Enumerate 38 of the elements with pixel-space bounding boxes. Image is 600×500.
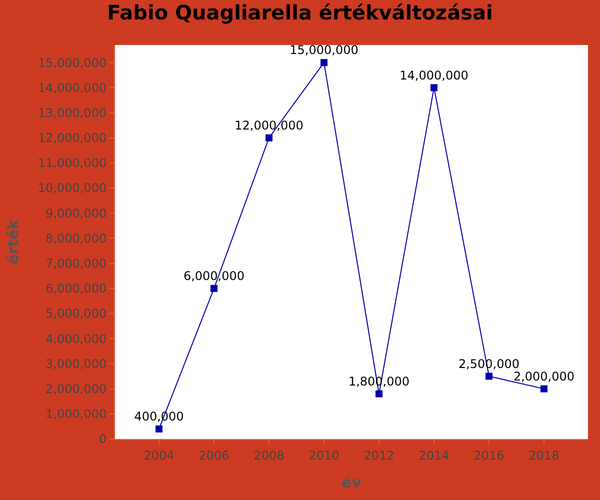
x-tick-label: 2008 bbox=[254, 448, 284, 462]
point bbox=[486, 372, 492, 380]
x-tick-label: 2018 bbox=[528, 448, 560, 462]
y-tick-label: 3,000,000 bbox=[46, 356, 107, 371]
y-tick-label: 4,000,000 bbox=[46, 332, 107, 346]
y-tick-label: 8,000,000 bbox=[46, 231, 107, 246]
y-tick-label: 0 bbox=[98, 432, 107, 446]
point bbox=[376, 390, 382, 398]
y-tick-label: 1,000,000 bbox=[46, 407, 107, 422]
x-tick-label: 2010 bbox=[308, 448, 340, 462]
data-label: 14,000,000 bbox=[400, 68, 468, 82]
x-tick-label: 2014 bbox=[418, 448, 450, 462]
y-tick-label: 9,000,000 bbox=[46, 206, 107, 220]
point bbox=[430, 84, 438, 92]
y-tick-label: 10,000,000 bbox=[38, 181, 107, 196]
y-tick-label: 11,000,000 bbox=[38, 156, 107, 170]
y-tick-label: 13,000,000 bbox=[38, 106, 107, 120]
y-tick-label: 2,000,000 bbox=[46, 382, 107, 396]
y-tick-label: 6,000,000 bbox=[46, 282, 107, 296]
point bbox=[210, 284, 218, 292]
x-axis-title: év bbox=[342, 473, 362, 492]
x-tick-label: 2006 bbox=[198, 448, 230, 462]
point bbox=[540, 385, 548, 392]
point bbox=[320, 59, 328, 66]
y-tick-label: 12,000,000 bbox=[38, 131, 107, 146]
y-tick-label: 7,000,000 bbox=[46, 256, 107, 271]
data-label: 15,000,000 bbox=[290, 43, 358, 58]
y-tick-label: 15,000,000 bbox=[38, 56, 107, 70]
y-axis-title: érték bbox=[4, 218, 22, 264]
y-tick-label: 5,000,000 bbox=[46, 306, 107, 321]
data-label: 2,000,000 bbox=[513, 369, 575, 384]
x-tick-label: 2016 bbox=[474, 448, 504, 462]
chart-title: Fabio Quagliarella értékváltozásai bbox=[107, 0, 493, 24]
y-tick-label: 14,000,000 bbox=[38, 80, 107, 95]
x-tick-label: 2004 bbox=[144, 448, 174, 462]
x-tick-label: 2012 bbox=[364, 448, 394, 462]
point bbox=[266, 134, 272, 142]
point bbox=[156, 425, 162, 432]
